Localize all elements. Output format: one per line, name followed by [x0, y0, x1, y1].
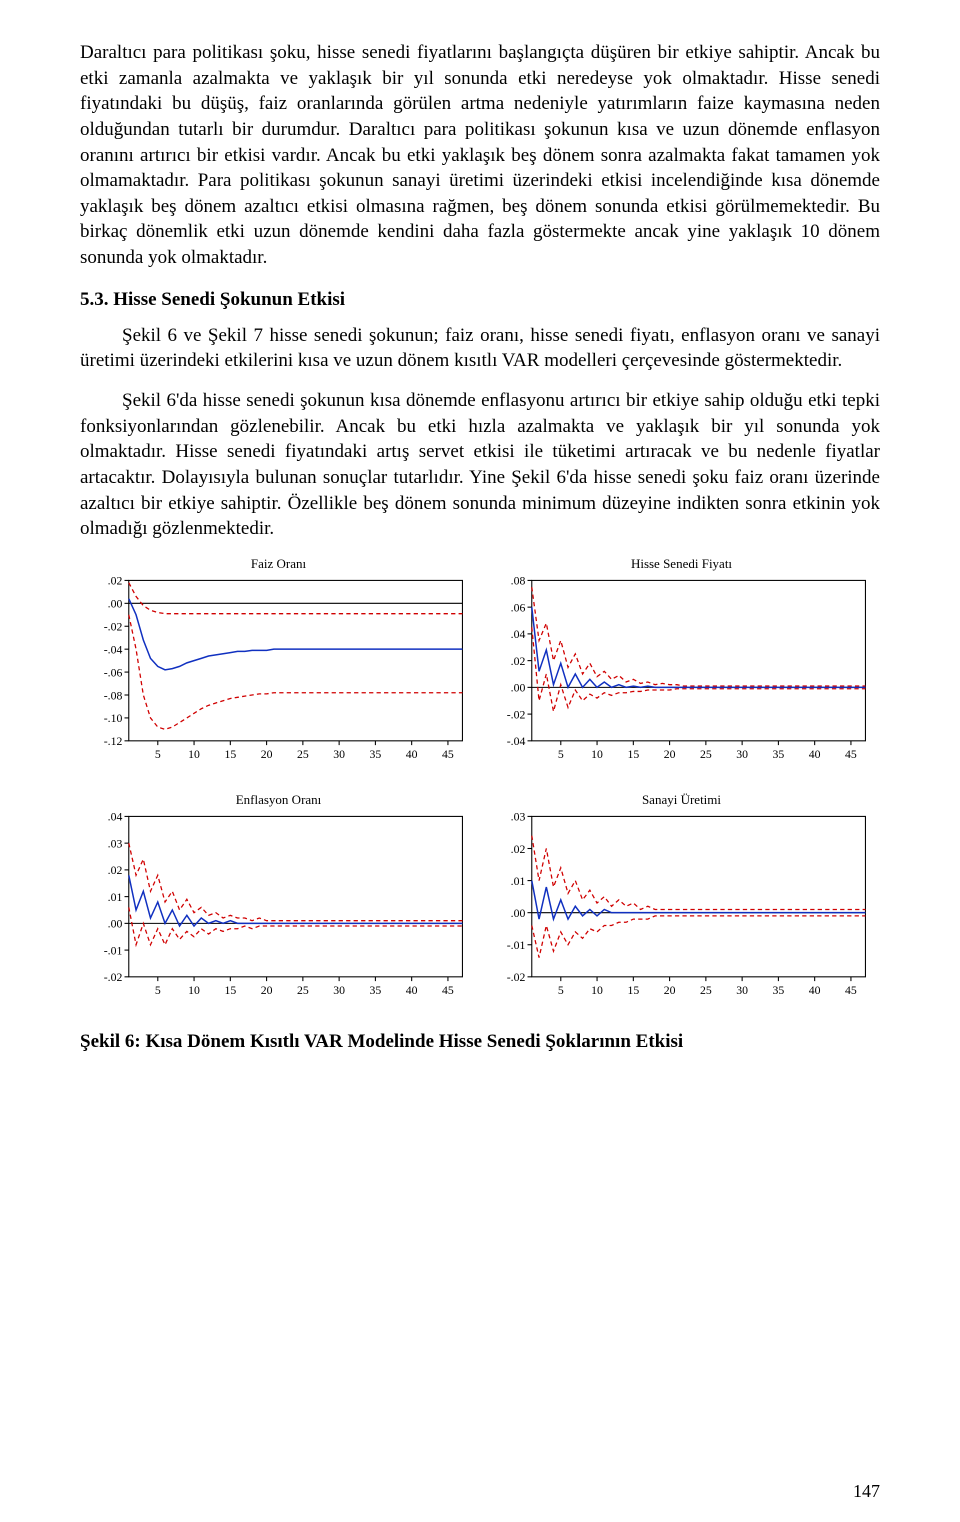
svg-text:15: 15 — [627, 748, 639, 761]
chart-svg: .08 .06 .04 .02 .00 -.02 -.04 5 10 15 20 25 30 35 40 45 — [489, 574, 874, 767]
svg-text:5: 5 — [558, 748, 564, 761]
svg-text:-.02: -.02 — [104, 620, 123, 633]
svg-text:35: 35 — [370, 984, 382, 997]
chart-faiz-orani: Faiz Oranı .02 .00 -.02 -.04 -.06 -.08 -.10 -.1… — [86, 556, 471, 767]
svg-text:25: 25 — [297, 984, 309, 997]
svg-text:.00: .00 — [511, 682, 526, 695]
svg-text:15: 15 — [224, 984, 236, 997]
chart-svg: .03 .02 .01 .00 -.01 -.02 5 10 15 20 25 30 35 40 45 — [489, 810, 874, 1003]
svg-text:20: 20 — [664, 748, 676, 761]
svg-text:.06: .06 — [511, 601, 526, 614]
svg-text:40: 40 — [406, 748, 418, 761]
svg-text:10: 10 — [591, 984, 603, 997]
paragraph-2: Şekil 6 ve Şekil 7 hisse senedi şokunun;… — [80, 323, 880, 374]
chart-sanayi-uretimi: Sanayi Üretimi .03 .02 .01 .00 -.01 -.02 5 10 15… — [489, 792, 874, 1003]
svg-text:.04: .04 — [511, 628, 526, 641]
svg-text:20: 20 — [261, 748, 273, 761]
svg-text:40: 40 — [406, 984, 418, 997]
paragraph-1: Daraltıcı para politikası şoku, hisse se… — [80, 40, 880, 271]
chart-hisse-senedi-fiyati: Hisse Senedi Fiyatı .08 .06 .04 .02 .00 -.02 -… — [489, 556, 874, 767]
svg-text:40: 40 — [809, 748, 821, 761]
svg-text:30: 30 — [736, 748, 748, 761]
svg-text:45: 45 — [442, 984, 454, 997]
svg-text:.08: .08 — [511, 575, 526, 588]
chart-title: Sanayi Üretimi — [489, 792, 874, 808]
svg-text:-.04: -.04 — [507, 735, 526, 748]
chart-svg: .04 .03 .02 .01 .00 -.01 -.02 5 10 15 20 25 30 35 40 45 — [86, 810, 471, 1003]
svg-text:30: 30 — [736, 984, 748, 997]
svg-text:.03: .03 — [511, 811, 526, 824]
svg-text:-.10: -.10 — [104, 712, 123, 725]
svg-text:.00: .00 — [511, 907, 526, 920]
svg-text:-.08: -.08 — [104, 689, 123, 702]
svg-text:30: 30 — [333, 748, 345, 761]
svg-text:5: 5 — [558, 984, 564, 997]
svg-text:.03: .03 — [108, 838, 123, 851]
svg-text:-.06: -.06 — [104, 666, 123, 679]
svg-text:40: 40 — [809, 984, 821, 997]
chart-svg: .02 .00 -.02 -.04 -.06 -.08 -.10 -.12 5 10 15 20 25 3… — [86, 574, 471, 767]
svg-text:.01: .01 — [108, 891, 123, 904]
chart-title: Hisse Senedi Fiyatı — [489, 556, 874, 572]
svg-text:30: 30 — [333, 984, 345, 997]
svg-text:45: 45 — [845, 748, 857, 761]
svg-text:45: 45 — [845, 984, 857, 997]
svg-text:-.01: -.01 — [104, 945, 123, 958]
svg-text:.02: .02 — [108, 575, 123, 588]
chart-title: Enflasyon Oranı — [86, 792, 471, 808]
svg-text:15: 15 — [627, 984, 639, 997]
svg-text:10: 10 — [188, 984, 200, 997]
paragraph-3: Şekil 6'da hisse senedi şokunun kısa dön… — [80, 388, 880, 542]
svg-text:.00: .00 — [108, 918, 123, 931]
svg-text:25: 25 — [297, 748, 309, 761]
svg-text:15: 15 — [224, 748, 236, 761]
svg-text:20: 20 — [664, 984, 676, 997]
svg-text:.00: .00 — [108, 598, 123, 611]
svg-text:.04: .04 — [108, 811, 123, 824]
svg-text:-.04: -.04 — [104, 643, 123, 656]
svg-text:.02: .02 — [108, 865, 123, 878]
page: Daraltıcı para politikası şoku, hisse se… — [0, 0, 960, 1522]
svg-text:10: 10 — [188, 748, 200, 761]
svg-text:35: 35 — [773, 748, 785, 761]
svg-text:.02: .02 — [511, 655, 526, 668]
svg-text:25: 25 — [700, 748, 712, 761]
chart-enflasyon-orani: Enflasyon Oranı .04 .03 .02 .01 .00 -.01 -.02 5… — [86, 792, 471, 1003]
svg-text:35: 35 — [370, 748, 382, 761]
svg-text:35: 35 — [773, 984, 785, 997]
svg-text:-.02: -.02 — [507, 708, 526, 721]
svg-text:45: 45 — [442, 748, 454, 761]
figure-caption: Şekil 6: Kısa Dönem Kısıtlı VAR Modelind… — [80, 1031, 880, 1053]
svg-text:25: 25 — [700, 984, 712, 997]
svg-text:5: 5 — [155, 748, 161, 761]
page-number: 147 — [853, 1481, 880, 1502]
svg-text:-.12: -.12 — [104, 735, 123, 748]
svg-text:5: 5 — [155, 984, 161, 997]
svg-text:20: 20 — [261, 984, 273, 997]
chart-title: Faiz Oranı — [86, 556, 471, 572]
svg-text:-.02: -.02 — [104, 972, 123, 985]
svg-text:.01: .01 — [511, 875, 526, 888]
section-heading: 5.3. Hisse Senedi Şokunun Etkisi — [80, 289, 880, 311]
svg-text:-.01: -.01 — [507, 939, 526, 952]
charts-grid: Faiz Oranı .02 .00 -.02 -.04 -.06 -.08 -.10 -.1… — [80, 556, 880, 1003]
svg-text:.02: .02 — [511, 843, 526, 856]
svg-text:-.02: -.02 — [507, 972, 526, 985]
svg-text:10: 10 — [591, 748, 603, 761]
